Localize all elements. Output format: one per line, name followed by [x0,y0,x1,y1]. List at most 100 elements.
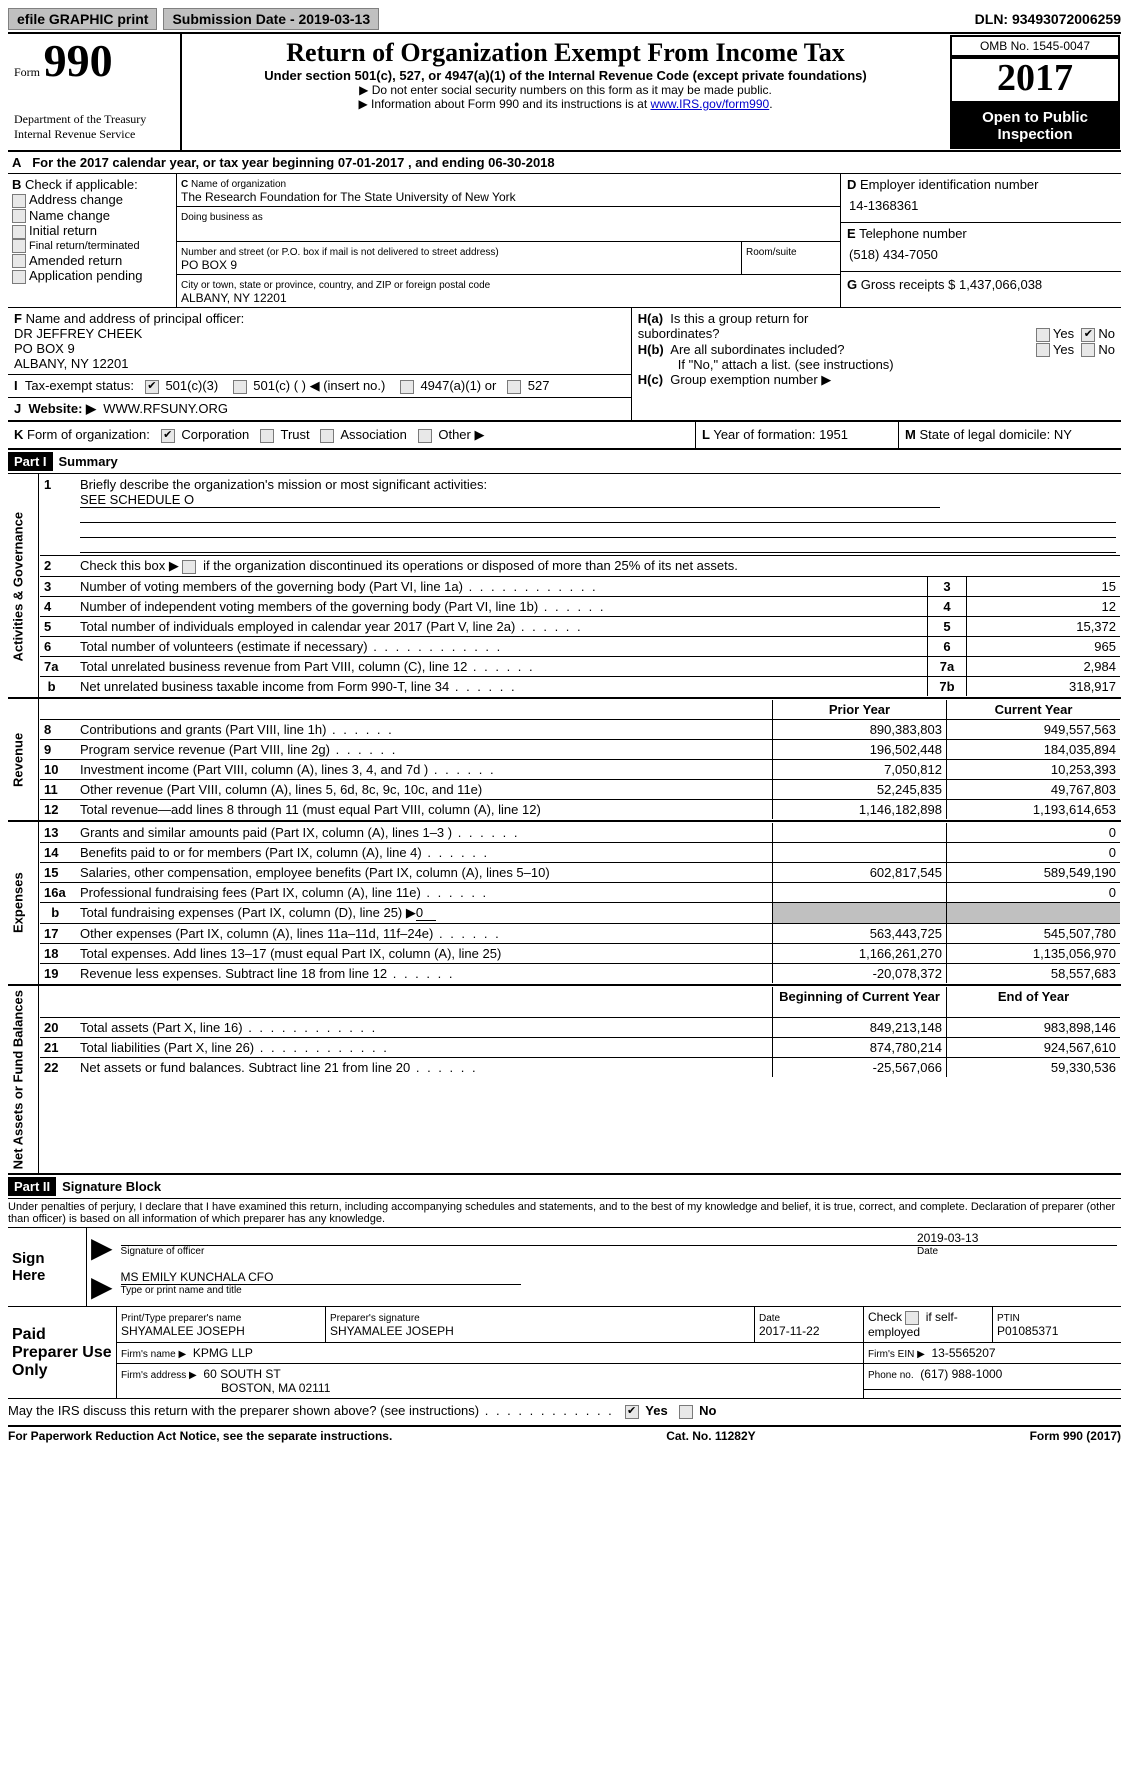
gross-label: Gross receipts $ [861,277,956,292]
val5: 15,372 [967,617,1121,637]
checkbox-final-return[interactable] [12,239,26,253]
self-employed: Check if self-employed [864,1307,993,1342]
part2-header: Part IISignature Block [8,1175,1121,1198]
i-527[interactable] [507,380,521,394]
form-note1: ▶ Do not enter social security numbers o… [190,83,941,97]
p14 [773,843,947,863]
tax-year: 2017 [950,57,1120,103]
k-trust[interactable] [260,429,274,443]
checkbox-address-change[interactable] [12,194,26,208]
k-assoc[interactable] [320,429,334,443]
discuss-yes[interactable] [625,1405,639,1419]
firm-ein: 13-5565207 [932,1346,996,1360]
officer-name-title: MS EMILY KUNCHALA CFO [121,1270,521,1285]
c10: 10,253,393 [947,760,1121,780]
p10: 7,050,812 [773,760,947,780]
line8: Contributions and grants (Part VIII, lin… [76,720,773,740]
form-note2: ▶ Information about Form 990 and its ins… [190,97,941,111]
ha-no[interactable] [1081,328,1095,342]
website-label: Website: ▶ [28,401,96,416]
line10: Investment income (Part VIII, column (A)… [76,760,773,780]
checkbox-amended-return[interactable] [12,254,26,268]
b22: -25,567,066 [773,1058,947,1078]
val3: 15 [967,577,1121,597]
e22: 59,330,536 [947,1058,1121,1078]
side-governance: Activities & Governance [8,474,39,699]
prior-year-head: Prior Year [773,700,947,720]
p16a [773,883,947,903]
e21: 924,567,610 [947,1038,1121,1058]
b-amended-return: Amended return [12,253,172,269]
line16a: Professional fundraising fees (Part IX, … [76,883,773,903]
hb-yes[interactable] [1036,343,1050,357]
phone-label: Telephone number [859,226,967,241]
b-name-change: Name change [12,208,172,224]
line21: Total liabilities (Part X, line 26) [76,1038,773,1058]
gross-value: 1,437,066,038 [959,277,1042,292]
officer-addr2: ALBANY, NY 12201 [14,356,128,371]
dba-label: Doing business as [181,212,263,223]
line18: Total expenses. Add lines 13–17 (must eq… [76,944,773,964]
c16b [947,903,1121,924]
paid-preparer-block: Paid Preparer Use Only Print/Type prepar… [8,1307,1121,1399]
firm-name: KPMG LLP [193,1346,253,1360]
c16a: 0 [947,883,1121,903]
line9: Program service revenue (Part VIII, line… [76,740,773,760]
checkbox-application-pending[interactable] [12,270,26,284]
i-4947[interactable] [400,380,414,394]
e20: 983,898,146 [947,1018,1121,1038]
b-final-return: Final return/terminated [12,239,172,253]
dept-irs: Internal Revenue Service [14,127,174,142]
b-initial-return: Initial return [12,223,172,239]
p13 [773,823,947,843]
top-bar: efile GRAPHIC print Submission Date - 20… [8,8,1121,30]
open-to-public: Open to PublicInspection [950,103,1120,149]
ha-yes[interactable] [1036,328,1050,342]
discuss-no[interactable] [679,1405,693,1419]
val4: 12 [967,597,1121,617]
val7a: 2,984 [967,657,1121,677]
i-501c3[interactable] [145,380,159,394]
hb-note: If "No," attach a list. (see instruction… [638,357,1115,372]
i-501c[interactable] [233,380,247,394]
org-name: The Research Foundation for The State Un… [181,190,516,204]
k-corp[interactable] [161,429,175,443]
c14: 0 [947,843,1121,863]
submission-date: Submission Date - 2019-03-13 [163,8,379,30]
line17: Other expenses (Part IX, column (A), lin… [76,924,773,944]
line2-checkbox[interactable] [182,560,196,574]
efile-button[interactable]: efile GRAPHIC print [8,8,157,30]
self-emp-checkbox[interactable] [905,1311,919,1325]
checkbox-initial-return[interactable] [12,225,26,239]
c8: 949,557,563 [947,720,1121,740]
p17: 563,443,725 [773,924,947,944]
line20: Total assets (Part X, line 16) [76,1018,773,1038]
room-label: Room/suite [746,247,797,258]
officer-label: Name and address of principal officer: [26,311,245,326]
line-a: A For the 2017 calendar year, or tax yea… [8,152,1121,174]
footer-right: Form 990 (2017) [1030,1429,1121,1443]
form-subtitle: Under section 501(c), 527, or 4947(a)(1)… [190,68,941,83]
side-expenses: Expenses [8,821,39,985]
sig-date: 2019-03-13 [917,1231,1117,1245]
ein-value: 14-1368361 [847,192,1115,219]
irs-link[interactable]: www.IRS.gov/form990 [650,97,769,111]
current-year-head: Current Year [947,700,1121,720]
p9: 196,502,448 [773,740,947,760]
line12: Total revenue—add lines 8 through 11 (mu… [76,800,773,820]
omb-number: OMB No. 1545-0047 [950,35,1120,57]
line22: Net assets or fund balances. Subtract li… [76,1058,773,1078]
line7b: Net unrelated business taxable income fr… [76,677,928,697]
p19: -20,078,372 [773,964,947,984]
line6: Total number of volunteers (estimate if … [76,637,928,657]
type-label: Type or print name and title [121,1285,1117,1296]
checkbox-name-change[interactable] [12,209,26,223]
begin-year-head: Beginning of Current Year [773,987,947,1018]
sig-date-label: Date [917,1246,1117,1257]
city-label: City or town, state or province, country… [181,280,490,291]
hb-no[interactable] [1081,343,1095,357]
b20: 849,213,148 [773,1018,947,1038]
form-footer: For Paperwork Reduction Act Notice, see … [8,1425,1121,1443]
k-other[interactable] [418,429,432,443]
firm-addr2: BOSTON, MA 02111 [221,1381,330,1395]
